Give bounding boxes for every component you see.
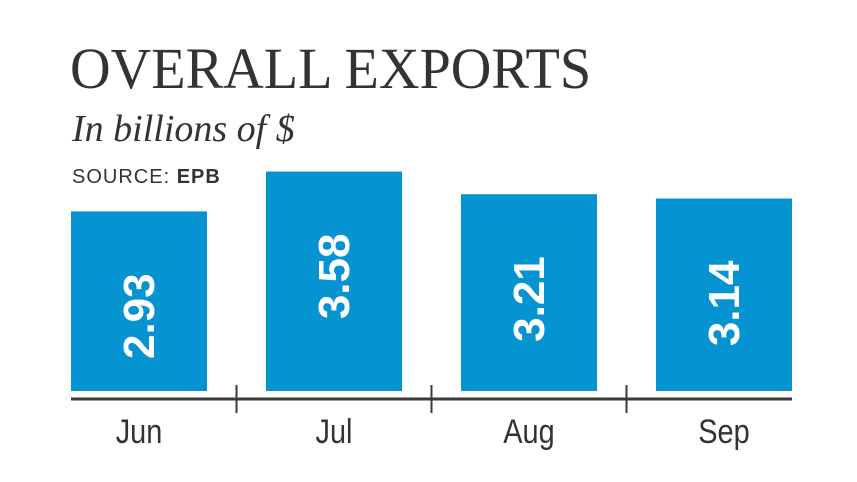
value-label: 3.21 — [505, 256, 554, 342]
source-name: EPB — [176, 166, 221, 188]
bar-aug — [461, 194, 597, 391]
chart-title: OVERALL EXPORTS — [70, 36, 592, 101]
x-tick-label: Aug — [503, 412, 554, 451]
x-tick-label: Jul — [316, 412, 353, 451]
value-label: 2.93 — [115, 273, 164, 359]
source-label: SOURCE: — [72, 166, 171, 188]
bar-jun — [71, 211, 207, 391]
value-label: 3.14 — [700, 260, 749, 346]
bar-sep — [656, 198, 792, 391]
chart-subtitle: In billions of $ — [72, 108, 295, 150]
bar-jul — [266, 171, 402, 391]
value-label: 3.58 — [310, 234, 359, 320]
x-tick-label: Sep — [698, 412, 749, 451]
x-tick-label: Jun — [116, 412, 163, 451]
source-line: SOURCE: EPB — [72, 166, 221, 189]
